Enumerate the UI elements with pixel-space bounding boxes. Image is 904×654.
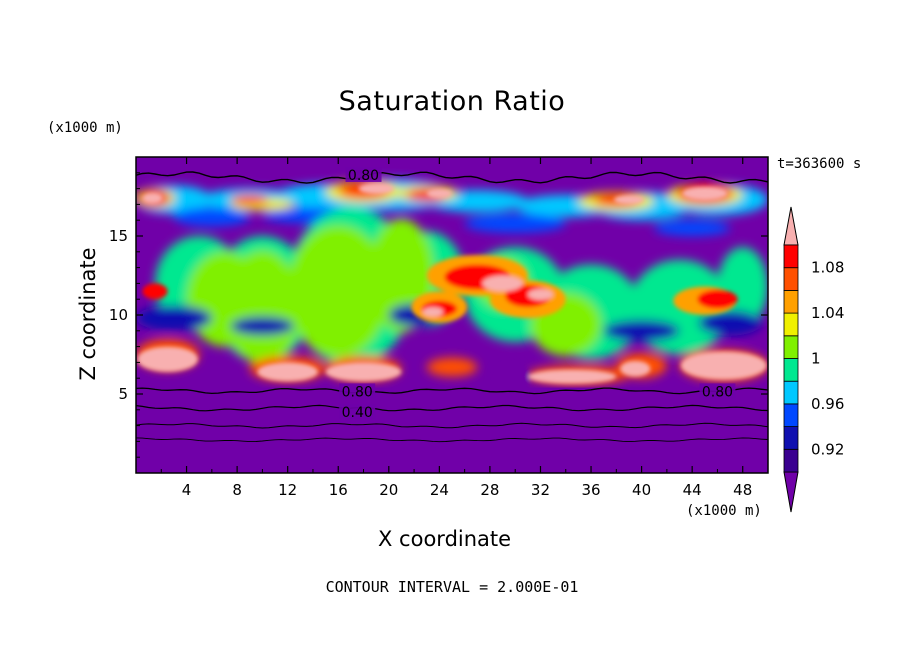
colorbar-swatch <box>783 426 799 450</box>
lower-dry-layer <box>136 387 768 473</box>
colorbar-swatch <box>783 289 799 314</box>
supersaturated-region <box>142 192 163 204</box>
x-axis: 4 8 12 16 20 24 28 32 36 40 44 48 <box>160 157 752 499</box>
supersaturated-region <box>620 360 651 377</box>
z-unit-label: (x1000 m) <box>47 120 123 136</box>
colorbar-tick-label: 1.08 <box>811 259 844 277</box>
cloud-region <box>287 224 389 358</box>
colorbar-swatch <box>783 335 799 359</box>
x-tick-label: 12 <box>278 481 297 499</box>
y-tick-label: 5 <box>118 385 128 403</box>
supersaturated-region <box>613 194 645 205</box>
contour-line-0-80-lower <box>136 387 768 395</box>
colorbar-over-triangle <box>783 206 799 246</box>
contour-label: 0.40 <box>342 405 373 421</box>
supersaturated-region <box>137 346 198 372</box>
supersaturated-region <box>682 186 728 201</box>
contour-interval-note: CONTOUR INTERVAL = 2.000E-01 <box>325 578 579 596</box>
x-tick-label: 40 <box>632 481 651 499</box>
contour-lines <box>136 171 768 443</box>
x-unit-label: (x1000 m) <box>686 503 762 519</box>
upper-band-region <box>654 220 731 237</box>
contour-line-0-40 <box>136 422 768 429</box>
colorbar-swatch <box>783 312 799 337</box>
colorbar-swatch <box>783 380 799 405</box>
x-tick-label: 8 <box>232 481 242 499</box>
contour-line-0-60 <box>136 404 768 412</box>
contour-label-bg <box>699 383 736 399</box>
colorbar-tick-label: 0.92 <box>811 440 844 458</box>
cloud-base-region <box>426 357 478 377</box>
contour-line-0-80-upper <box>136 171 768 184</box>
contour-label: 0.80 <box>702 384 733 400</box>
colorbar-swatch <box>783 358 799 382</box>
x-tick-label: 36 <box>581 481 600 499</box>
colorbar-swatch <box>783 267 799 291</box>
cloud-region <box>142 283 168 300</box>
x-tick-label: 28 <box>480 481 499 499</box>
contour-label: 0.80 <box>348 168 379 184</box>
x-tick-label: 16 <box>329 481 348 499</box>
colorbar-tick-label: 1 <box>811 350 821 368</box>
chart-title: Saturation Ratio <box>338 86 566 117</box>
colorbar-under-triangle <box>783 471 799 513</box>
dry-pocket <box>698 310 762 336</box>
x-axis-label: X coordinate <box>378 527 512 551</box>
supersaturated-region <box>358 183 394 195</box>
x-tick-label: 20 <box>379 481 398 499</box>
supersaturated-region <box>482 275 523 292</box>
dry-pocket <box>230 316 294 336</box>
colorbar-swatch <box>783 403 799 427</box>
colorbar-tick-label: 0.96 <box>811 395 844 413</box>
contour-label-bg <box>339 403 376 419</box>
supersaturated-region <box>527 369 617 384</box>
y-tick-label: 10 <box>109 306 128 324</box>
supersaturated-region <box>426 188 452 199</box>
colorbar: 0.92 0.96 1 1.04 1.08 <box>783 206 844 513</box>
time-label: t=363600 s <box>777 156 862 172</box>
upper-band-region <box>464 213 566 233</box>
supersaturated-region <box>680 351 767 380</box>
upper-band-region <box>173 207 250 227</box>
upper-band-region <box>230 194 269 205</box>
x-tick-label: 48 <box>733 481 752 499</box>
colorbar-swatch <box>783 448 799 473</box>
contour-label-bg <box>339 383 376 399</box>
dry-pocket <box>136 305 212 331</box>
supersaturated-region <box>422 307 444 317</box>
y-axis: 5 10 15 <box>109 172 768 458</box>
cloud-region <box>697 289 738 309</box>
supersaturated-region <box>527 288 554 300</box>
saturation-field <box>136 157 768 473</box>
x-tick-label: 4 <box>182 481 192 499</box>
contour-labels: 0.80 0.80 0.80 0.40 <box>339 166 736 421</box>
x-tick-label: 44 <box>683 481 702 499</box>
x-tick-label: 24 <box>430 481 449 499</box>
supersaturated-region <box>325 362 402 382</box>
colorbar-tick-label: 1.04 <box>811 304 844 322</box>
cloud-region <box>224 250 301 364</box>
y-tick-label: 15 <box>109 227 128 245</box>
x-tick-label: 32 <box>531 481 550 499</box>
contour-line-0-20 <box>136 437 768 443</box>
contour-label: 0.80 <box>342 384 373 400</box>
contour-label-bg <box>345 166 382 182</box>
colorbar-swatch <box>783 244 799 269</box>
dry-pocket <box>603 319 680 342</box>
supersaturated-region <box>257 362 319 382</box>
